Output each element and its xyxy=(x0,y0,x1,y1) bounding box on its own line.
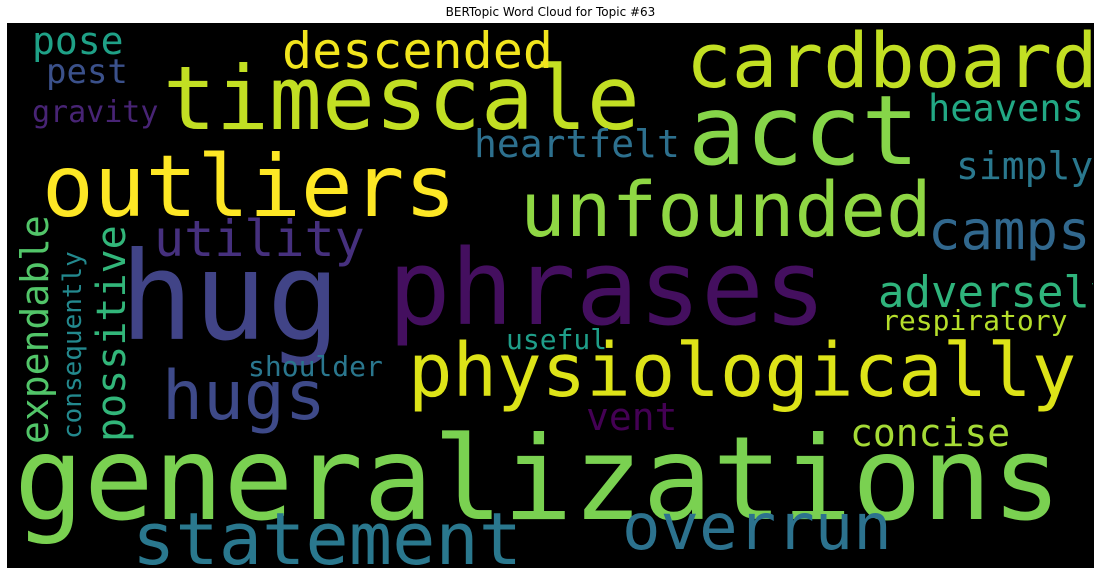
word-hugs: hugs xyxy=(162,357,326,436)
word-phrases: phrases xyxy=(388,227,826,349)
word-useful: useful xyxy=(506,323,607,356)
word-physiologically: physiologically xyxy=(408,328,1076,414)
word-vent: vent xyxy=(586,395,678,439)
word-pest: pest xyxy=(46,52,128,92)
word-heavens: heavens xyxy=(928,87,1084,130)
word-gravity: gravity xyxy=(32,95,158,130)
word-descended: descended xyxy=(282,24,553,80)
word-concise: concise xyxy=(850,411,1010,455)
word-outliers: outliers xyxy=(42,137,456,237)
word-pose: pose xyxy=(32,24,124,63)
word-unfounded: unfounded xyxy=(520,165,932,254)
word-cloud: generalizations phrases hug timescale ou… xyxy=(7,23,1094,568)
word-statement: statement xyxy=(132,497,522,567)
word-acct: acct xyxy=(688,75,919,187)
chart-title: BERTopic Word Cloud for Topic #63 xyxy=(445,5,656,19)
word-generalizations: generalizations xyxy=(14,412,1062,547)
word-timescale: timescale xyxy=(163,47,640,150)
word-shoulder: shoulder xyxy=(248,350,383,383)
word-respiratory: respiratory xyxy=(882,304,1067,337)
word-adversely: adversely xyxy=(878,267,1093,318)
word-cloud-canvas: generalizations phrases hug timescale ou… xyxy=(13,24,1093,567)
word-overrun: overrun xyxy=(622,491,892,565)
word-cardboard: cardboard xyxy=(686,24,1093,105)
word-consequently: consequently xyxy=(58,251,88,439)
word-simply: simply xyxy=(956,144,1093,188)
word-expendable: expendable xyxy=(13,215,57,444)
word-camps: camps xyxy=(928,199,1091,262)
word-utility: utility xyxy=(154,210,365,268)
word-possitive: possitive xyxy=(89,225,135,442)
word-heartfelt: heartfelt xyxy=(474,122,680,166)
word-hug: hug xyxy=(120,226,340,368)
